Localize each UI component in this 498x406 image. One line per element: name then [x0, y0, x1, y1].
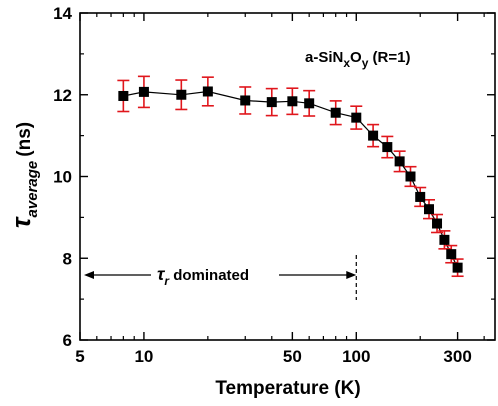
data-point	[266, 97, 277, 108]
data-point	[432, 218, 443, 229]
regime-arrow-left-head	[84, 271, 94, 279]
data-point	[424, 204, 435, 215]
regime-label: τr dominated	[157, 264, 249, 288]
y-tick-label: 12	[53, 86, 72, 105]
data-point	[446, 249, 457, 260]
y-tick-label: 6	[63, 331, 72, 350]
tick-labels-layer: 5 10 50 100 300 6 8 10 12 14	[53, 4, 472, 366]
data-point	[330, 107, 341, 118]
x-tick-label: 300	[443, 347, 471, 366]
data-point	[405, 171, 416, 182]
sample-subscript-x: x	[343, 56, 350, 70]
sample-label-suffix: (R=1)	[368, 49, 410, 66]
regime-text: dominated	[169, 267, 249, 284]
axes-layer	[79, 12, 496, 341]
data-point	[351, 112, 362, 123]
data-point	[202, 86, 213, 97]
x-tick-label: 5	[75, 347, 84, 366]
y-tick-label: 10	[53, 168, 72, 187]
data-point	[368, 130, 379, 141]
data-point	[240, 95, 251, 106]
annotations-layer: τr dominated a-SiNxOy (R=1)	[84, 49, 410, 300]
data-point	[304, 98, 315, 109]
x-tick-label: 10	[134, 347, 153, 366]
regime-arrow-right-head	[346, 271, 357, 279]
sample-subscript-y: y	[362, 56, 369, 70]
data-point	[118, 90, 129, 101]
y-tick-label: 8	[63, 249, 72, 268]
data-point	[439, 234, 450, 245]
y-title-symbol: τ	[6, 216, 36, 228]
y-title-unit: (ns)	[14, 122, 35, 157]
data-layer	[117, 75, 464, 278]
sample-label: a-SiNxOy (R=1)	[305, 49, 410, 70]
data-point	[138, 86, 149, 97]
x-axis-title: Temperature (K)	[215, 378, 360, 399]
data-point	[452, 262, 463, 273]
data-point	[176, 89, 187, 100]
data-point	[394, 156, 405, 167]
data-point	[287, 96, 298, 107]
data-point	[382, 142, 393, 153]
x-tick-label: 100	[342, 347, 370, 366]
regime-subscript: r	[164, 274, 170, 288]
regime-symbol: τ	[157, 264, 166, 284]
y-axis-title: τaverage (ns)	[6, 122, 41, 228]
titles-layer: Temperature (K) τaverage(ns)	[6, 122, 361, 399]
plot-frame	[79, 12, 496, 341]
data-point	[415, 191, 426, 202]
sample-label-mid: O	[350, 49, 362, 66]
y-tick-label: 14	[53, 4, 72, 23]
x-tick-label: 50	[283, 347, 302, 366]
y-title-subscript: average	[24, 161, 41, 218]
sample-label-main: a-SiN	[305, 49, 343, 66]
